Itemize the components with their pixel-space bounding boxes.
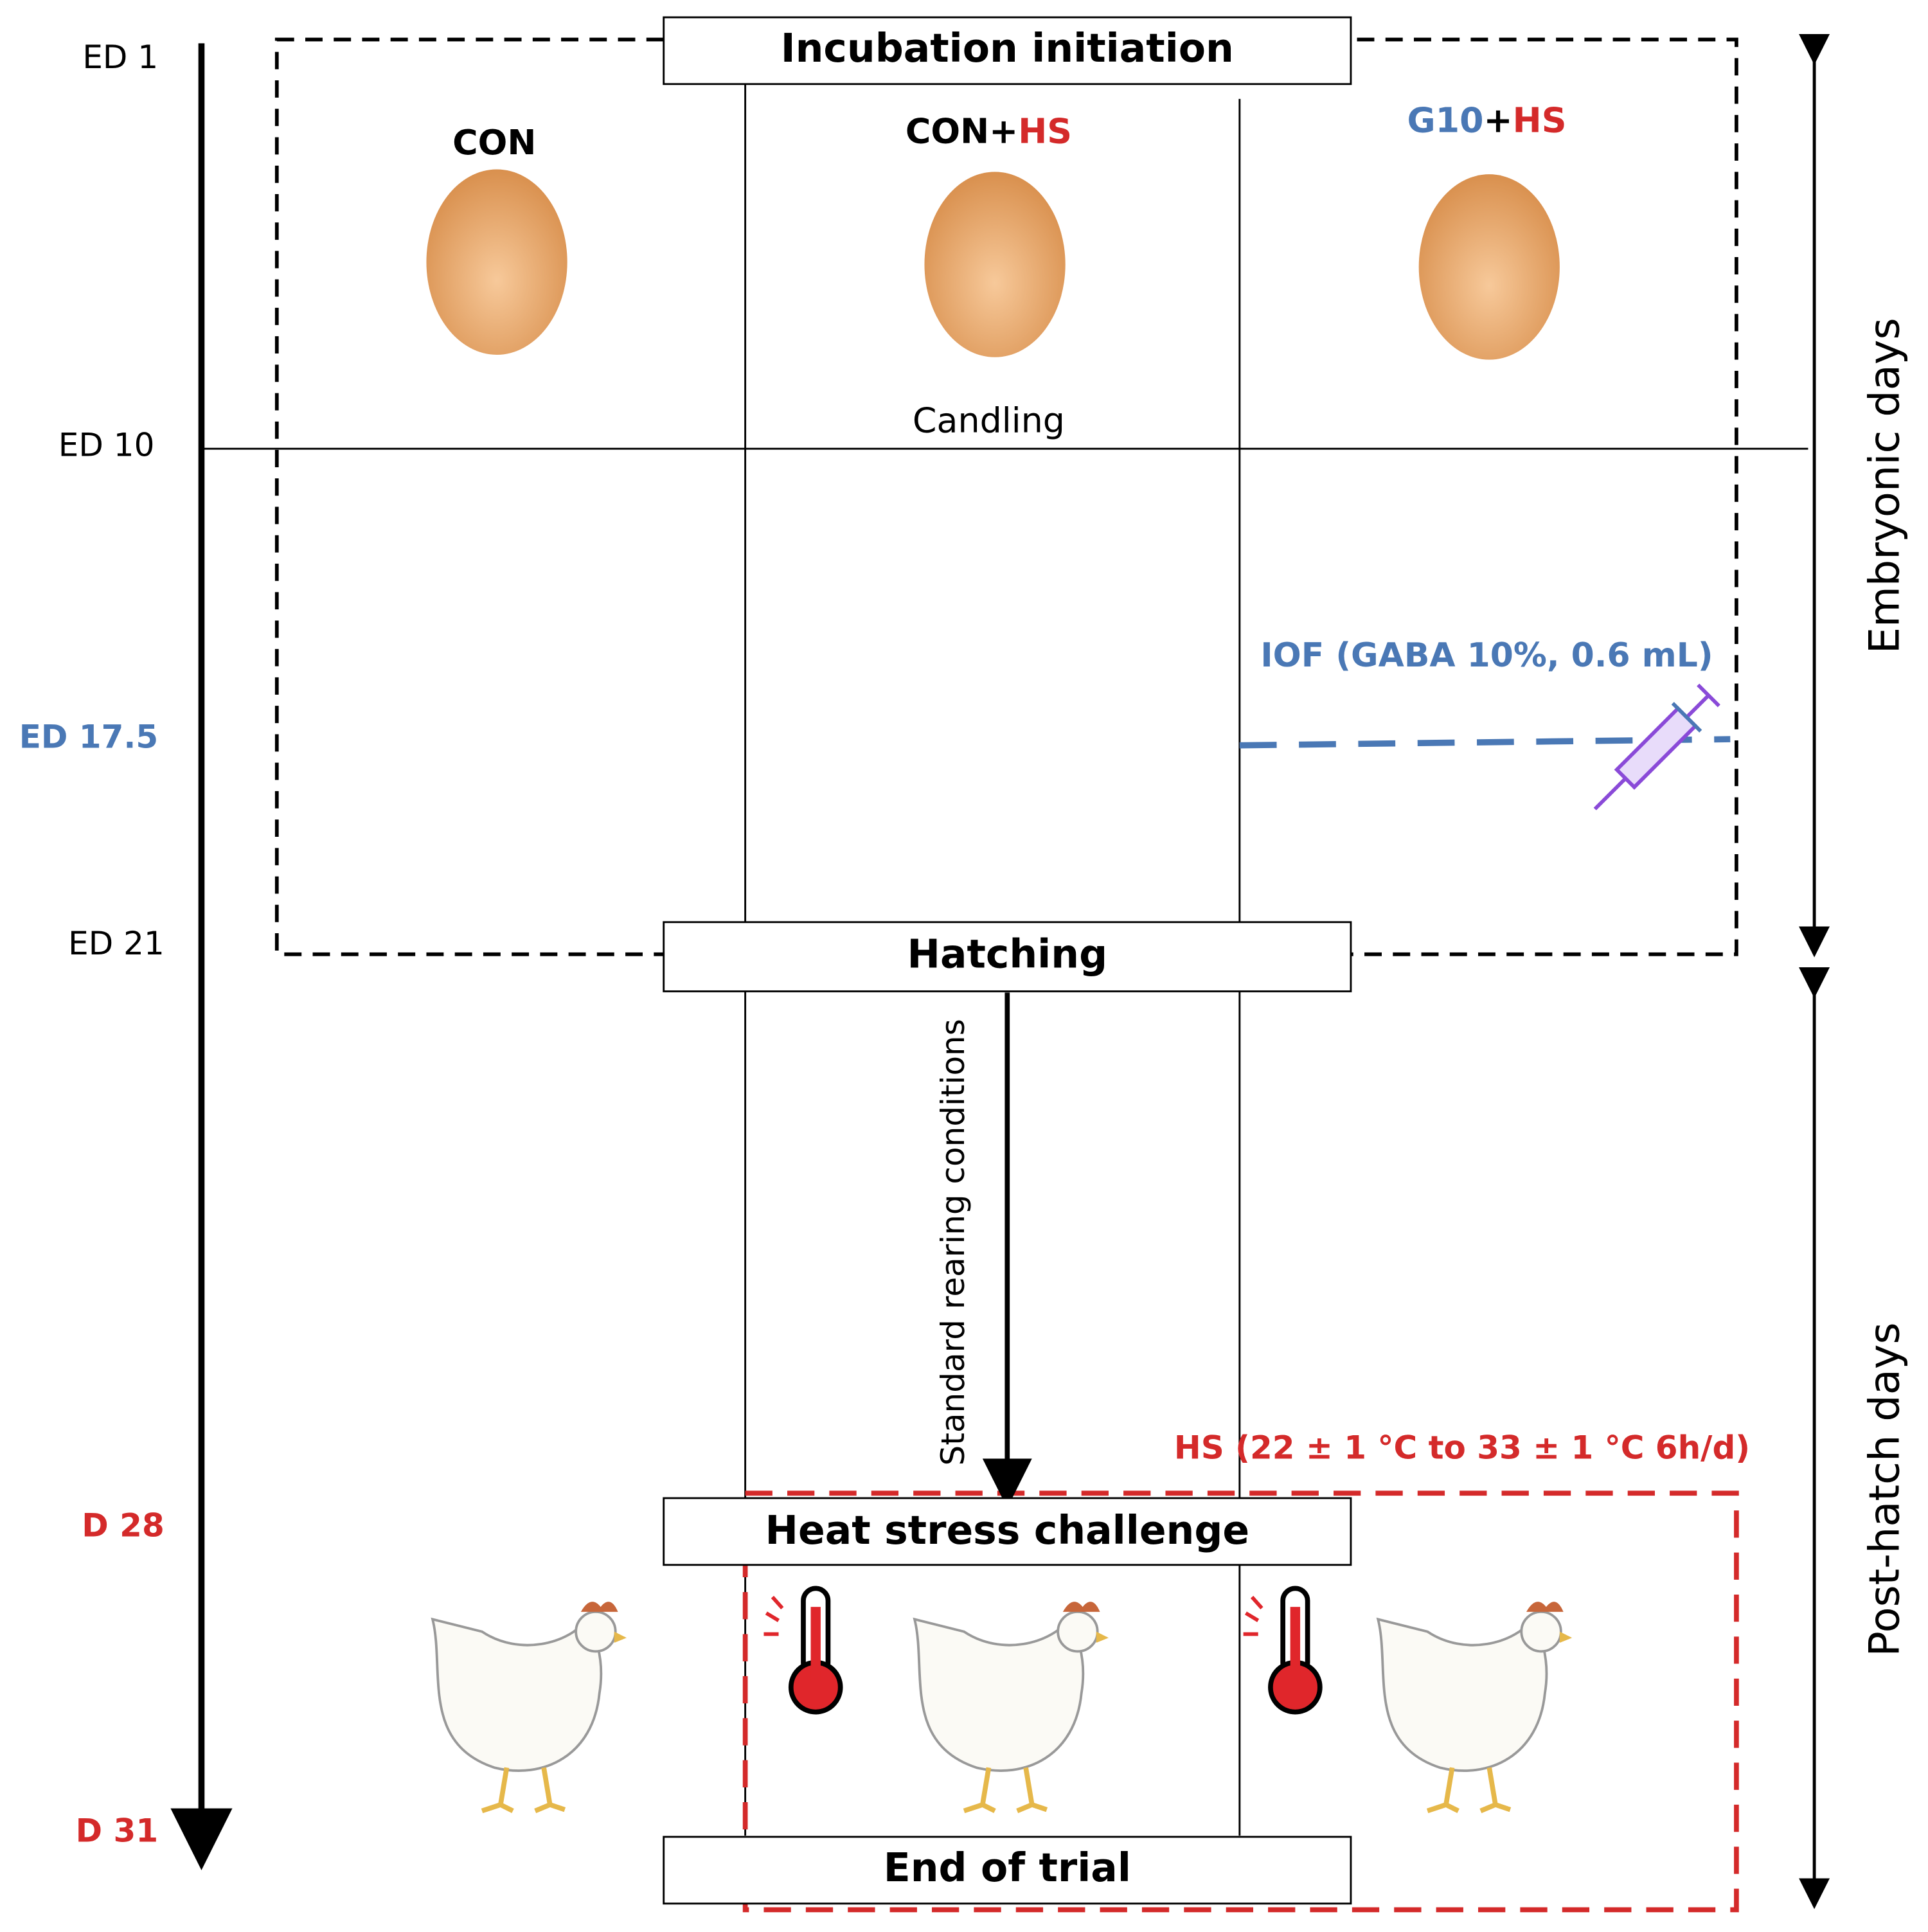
thermometer-icon — [763, 1586, 843, 1715]
timeline-label: ED 1 — [82, 39, 158, 76]
hs-label: HS (22 ± 1 °C to 33 ± 1 °C 6h/d) — [1174, 1429, 1750, 1466]
chicken-icon — [1376, 1602, 1573, 1814]
group-part: + — [1484, 100, 1513, 140]
chicken-icon — [431, 1602, 627, 1814]
heat-stress-frame — [742, 1490, 1739, 1913]
stage-label: End of trial — [884, 1845, 1131, 1891]
syringe-icon — [1593, 683, 1720, 810]
group-part: CON+ — [906, 111, 1018, 151]
stage-box — [663, 921, 1352, 992]
iof-line — [1239, 736, 1731, 749]
timeline-label: D 31 — [76, 1812, 158, 1850]
group-label: CON+HS — [906, 111, 1072, 151]
stage-label: Heat stress challenge — [765, 1507, 1249, 1553]
phase-label: Post-hatch days — [1861, 1322, 1909, 1656]
egg — [426, 169, 567, 355]
timeline-label: ED 21 — [68, 925, 165, 962]
egg — [924, 172, 1066, 357]
group-part: CON — [452, 122, 536, 163]
stage-box — [663, 1836, 1352, 1905]
group-part: HS — [1513, 100, 1567, 140]
stage-label: Incubation initiation — [781, 25, 1234, 71]
timeline-label: ED 10 — [58, 427, 155, 464]
rearing-label: Standard rearing conditions — [934, 1019, 972, 1465]
chicken-icon — [913, 1602, 1109, 1814]
group-part: HS — [1018, 111, 1072, 151]
group-label: CON — [452, 122, 536, 163]
timeline-label: ED 17.5 — [19, 719, 158, 756]
stage-box — [663, 1497, 1352, 1566]
candling-label: Candling — [913, 400, 1065, 440]
group-part: G10 — [1407, 100, 1483, 140]
thermometer-icon — [1243, 1586, 1323, 1715]
timeline-label: D 28 — [82, 1507, 164, 1544]
egg — [1418, 174, 1560, 360]
group-label: G10+HS — [1407, 100, 1566, 140]
phase-label: Embryonic days — [1861, 318, 1909, 654]
iof-label: IOF (GABA 10%, 0.6 mL) — [1260, 636, 1713, 675]
stage-box — [663, 16, 1352, 85]
stage-label: Hatching — [907, 931, 1107, 978]
